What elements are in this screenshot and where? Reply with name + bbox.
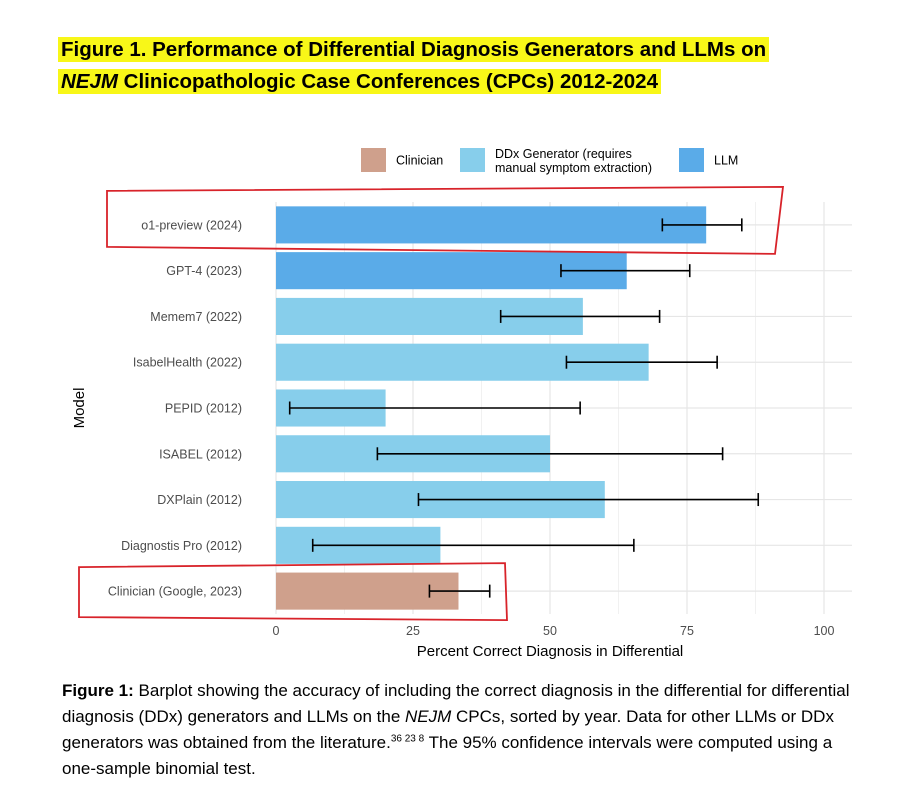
caption-text-2: CPCs, sorted by year. Data for other LLM… bbox=[62, 707, 834, 752]
legend-label-clinician: Clinician bbox=[396, 154, 443, 168]
bar-chart: o1-preview (2024) GPT-4 (2023) Memem7 (202… bbox=[71, 147, 852, 660]
highlight-box bbox=[106, 185, 785, 255]
title-journal: NEJM bbox=[61, 70, 118, 93]
x-tick-label: 25 bbox=[406, 624, 420, 638]
y-tick-label: Clinician (Google, 2023) bbox=[108, 585, 242, 599]
caption-text-3: The 95% confidence intervals were comput… bbox=[62, 733, 833, 778]
x-axis-title: Percent Correct Diagnosis in Differentia… bbox=[417, 643, 684, 660]
legend-label-ddx-1: DDx Generator (requires bbox=[495, 147, 632, 161]
caption-text-1: Barplot showing the accuracy of includin… bbox=[62, 681, 850, 726]
title-line-1: Figure 1. Performance of Differential Di… bbox=[58, 37, 770, 62]
y-tick-label: o1-preview (2024) bbox=[141, 218, 242, 232]
x-tick-label: 0 bbox=[273, 624, 280, 638]
title-line-2-rest: Clinicopathologic Case Conferences (CPCs… bbox=[117, 70, 658, 93]
legend-swatch-ddx bbox=[460, 148, 485, 172]
y-tick-label: IsabelHealth (2022) bbox=[133, 356, 242, 370]
y-tick-label: GPT-4 (2023) bbox=[166, 264, 242, 278]
y-tick-label: Diagnostis Pro (2012) bbox=[121, 539, 242, 553]
y-axis-title: Model bbox=[71, 388, 88, 429]
legend-swatch-clinician bbox=[361, 148, 386, 172]
y-tick-label: PEPID (2012) bbox=[165, 402, 242, 416]
y-tick-label: Memem7 (2022) bbox=[150, 310, 242, 324]
figure-title: Figure 1. Performance of Differential Di… bbox=[58, 34, 858, 98]
caption-references: 36 23 8 bbox=[390, 733, 425, 745]
x-tick-label: 75 bbox=[680, 624, 694, 638]
caption-journal: NEJM bbox=[405, 707, 452, 726]
x-tick-label: 100 bbox=[814, 624, 835, 638]
bar bbox=[276, 206, 707, 244]
highlight-box bbox=[78, 562, 508, 622]
legend-label-ddx-2: manual symptom extraction) bbox=[495, 161, 652, 175]
bar bbox=[276, 572, 459, 610]
x-tick-label: 50 bbox=[543, 624, 557, 638]
figure-caption: Figure 1: Barplot showing the accuracy o… bbox=[62, 678, 862, 782]
caption-label: Figure 1: bbox=[62, 681, 134, 700]
y-tick-label: DXPlain (2012) bbox=[157, 493, 242, 507]
y-tick-label: ISABEL (2012) bbox=[159, 447, 242, 461]
title-line-2: NEJM Clinicopathologic Case Conferences … bbox=[58, 69, 661, 94]
legend-label-llm: LLM bbox=[714, 154, 738, 168]
legend-swatch-llm bbox=[679, 148, 704, 172]
